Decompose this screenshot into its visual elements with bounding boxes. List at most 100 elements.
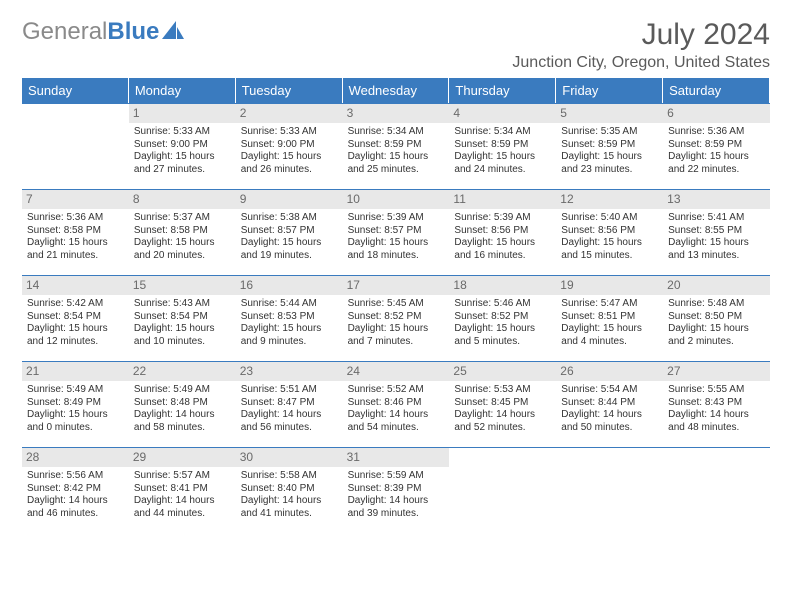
day-number: 7 (22, 190, 129, 209)
calendar-cell-8: 8Sunrise: 5:37 AMSunset: 8:58 PMDaylight… (129, 189, 236, 275)
calendar-cell-empty (556, 447, 663, 533)
day-number: 24 (343, 362, 450, 381)
day-number: 17 (343, 276, 450, 295)
day-info: Sunrise: 5:54 AMSunset: 8:44 PMDaylight:… (560, 384, 659, 434)
day-info: Sunrise: 5:57 AMSunset: 8:41 PMDaylight:… (133, 470, 232, 520)
day-number: 9 (236, 190, 343, 209)
day-number: 14 (22, 276, 129, 295)
day-number: 25 (449, 362, 556, 381)
day-info: Sunrise: 5:53 AMSunset: 8:45 PMDaylight:… (453, 384, 552, 434)
calendar-cell-23: 23 Sunrise: 5:51 AMSunset: 8:47 PMDayligh… (236, 361, 343, 447)
day-info: Sunrise: 5:59 AMSunset: 8:39 PMDaylight:… (347, 470, 446, 520)
calendar-cell-21: 21 Sunrise: 5:49 AMSunset: 8:49 PMDayligh… (22, 361, 129, 447)
day-number: 20 (663, 276, 770, 295)
day-number: 1 (129, 104, 236, 123)
day-info: Sunrise: 5:45 AMSunset: 8:52 PMDaylight:… (347, 298, 446, 348)
day-header-monday: Monday (129, 78, 236, 103)
calendar-cell-25: 25 Sunrise: 5:53 AMSunset: 8:45 PMDayligh… (449, 361, 556, 447)
day-info: Sunrise: 5:44 AMSunset: 8:53 PMDaylight:… (240, 298, 339, 348)
calendar-cell-19: 19 Sunrise: 5:47 AMSunset: 8:51 PMDayligh… (556, 275, 663, 361)
calendar-cell-17: 17 Sunrise: 5:45 AMSunset: 8:52 PMDayligh… (343, 275, 450, 361)
day-info: Sunrise: 5:37 AMSunset: 8:58 PMDaylight:… (133, 212, 232, 262)
day-number: 23 (236, 362, 343, 381)
day-info: Sunrise: 5:34 AMSunset: 8:59 PMDaylight:… (347, 126, 446, 176)
day-header-tuesday: Tuesday (236, 78, 343, 103)
calendar-cell-4: 4 Sunrise: 5:34 AMSunset: 8:59 PMDaylight… (449, 103, 556, 189)
day-info: Sunrise: 5:55 AMSunset: 8:43 PMDaylight:… (667, 384, 766, 434)
calendar-cell-6: 6 Sunrise: 5:36 AMSunset: 8:59 PMDaylight… (663, 103, 770, 189)
calendar-cell-9: 9 Sunrise: 5:38 AMSunset: 8:57 PMDaylight… (236, 189, 343, 275)
title-block: July 2024 Junction City, Oregon, United … (512, 18, 770, 72)
day-number: 4 (449, 104, 556, 123)
calendar-cell-22: 22Sunrise: 5:49 AMSunset: 8:48 PMDayligh… (129, 361, 236, 447)
day-info: Sunrise: 5:34 AMSunset: 8:59 PMDaylight:… (453, 126, 552, 176)
day-info: Sunrise: 5:51 AMSunset: 8:47 PMDaylight:… (240, 384, 339, 434)
day-number: 21 (22, 362, 129, 381)
day-number: 6 (663, 104, 770, 123)
calendar-cell-16: 16 Sunrise: 5:44 AMSunset: 8:53 PMDayligh… (236, 275, 343, 361)
day-info: Sunrise: 5:52 AMSunset: 8:46 PMDaylight:… (347, 384, 446, 434)
calendar-cell-12: 12Sunrise: 5:40 AMSunset: 8:56 PMDayligh… (556, 189, 663, 275)
day-info: Sunrise: 5:36 AMSunset: 8:59 PMDaylight:… (667, 126, 766, 176)
calendar-cell-18: 18 Sunrise: 5:46 AMSunset: 8:52 PMDayligh… (449, 275, 556, 361)
logo-text-1: General (22, 18, 107, 46)
day-info: Sunrise: 5:42 AMSunset: 8:54 PMDaylight:… (26, 298, 125, 348)
day-info: Sunrise: 5:46 AMSunset: 8:52 PMDaylight:… (453, 298, 552, 348)
day-info: Sunrise: 5:39 AMSunset: 8:56 PMDaylight:… (453, 212, 552, 262)
location: Junction City, Oregon, United States (512, 54, 770, 72)
calendar-cell-empty (663, 447, 770, 533)
day-number: 11 (449, 190, 556, 209)
calendar-grid: SundayMondayTuesdayWednesdayThursdayFrid… (22, 78, 770, 533)
day-header-wednesday: Wednesday (343, 78, 450, 103)
calendar-cell-30: 30 Sunrise: 5:58 AMSunset: 8:40 PMDayligh… (236, 447, 343, 533)
day-number: 13 (663, 190, 770, 209)
day-number: 18 (449, 276, 556, 295)
calendar-cell-5: 5Sunrise: 5:35 AMSunset: 8:59 PMDaylight… (556, 103, 663, 189)
day-header-thursday: Thursday (449, 78, 556, 103)
day-info: Sunrise: 5:33 AMSunset: 9:00 PMDaylight:… (240, 126, 339, 176)
day-header-saturday: Saturday (663, 78, 770, 103)
day-number: 19 (556, 276, 663, 295)
calendar-cell-24: 24 Sunrise: 5:52 AMSunset: 8:46 PMDayligh… (343, 361, 450, 447)
day-number: 22 (129, 362, 236, 381)
calendar-cell-1: 1 Sunrise: 5:33 AMSunset: 9:00 PMDaylight… (129, 103, 236, 189)
calendar-cell-26: 26 Sunrise: 5:54 AMSunset: 8:44 PMDayligh… (556, 361, 663, 447)
day-info: Sunrise: 5:47 AMSunset: 8:51 PMDaylight:… (560, 298, 659, 348)
calendar-cell-empty (449, 447, 556, 533)
logo: GeneralBlue (22, 18, 184, 46)
logo-text-2: Blue (107, 18, 159, 46)
day-number: 5 (556, 104, 663, 123)
day-number: 28 (22, 448, 129, 467)
day-number: 10 (343, 190, 450, 209)
month-title: July 2024 (512, 18, 770, 52)
day-number: 30 (236, 448, 343, 467)
calendar-cell-empty (22, 103, 129, 189)
calendar-cell-7: 7 Sunrise: 5:36 AMSunset: 8:58 PMDaylight… (22, 189, 129, 275)
day-info: Sunrise: 5:41 AMSunset: 8:55 PMDaylight:… (667, 212, 766, 262)
day-number: 16 (236, 276, 343, 295)
day-header-friday: Friday (556, 78, 663, 103)
calendar-cell-15: 15Sunrise: 5:43 AMSunset: 8:54 PMDayligh… (129, 275, 236, 361)
day-info: Sunrise: 5:48 AMSunset: 8:50 PMDaylight:… (667, 298, 766, 348)
day-info: Sunrise: 5:56 AMSunset: 8:42 PMDaylight:… (26, 470, 125, 520)
calendar-cell-13: 13 Sunrise: 5:41 AMSunset: 8:55 PMDayligh… (663, 189, 770, 275)
day-info: Sunrise: 5:58 AMSunset: 8:40 PMDaylight:… (240, 470, 339, 520)
day-info: Sunrise: 5:38 AMSunset: 8:57 PMDaylight:… (240, 212, 339, 262)
day-header-sunday: Sunday (22, 78, 129, 103)
day-info: Sunrise: 5:49 AMSunset: 8:49 PMDaylight:… (26, 384, 125, 434)
calendar-cell-2: 2 Sunrise: 5:33 AMSunset: 9:00 PMDaylight… (236, 103, 343, 189)
day-info: Sunrise: 5:36 AMSunset: 8:58 PMDaylight:… (26, 212, 125, 262)
day-number: 29 (129, 448, 236, 467)
calendar-cell-27: 27 Sunrise: 5:55 AMSunset: 8:43 PMDayligh… (663, 361, 770, 447)
day-number: 26 (556, 362, 663, 381)
calendar-cell-20: 20 Sunrise: 5:48 AMSunset: 8:50 PMDayligh… (663, 275, 770, 361)
day-number: 3 (343, 104, 450, 123)
header: GeneralBlue July 2024 Junction City, Ore… (22, 18, 770, 72)
calendar-cell-10: 10Sunrise: 5:39 AMSunset: 8:57 PMDayligh… (343, 189, 450, 275)
calendar-cell-11: 11 Sunrise: 5:39 AMSunset: 8:56 PMDayligh… (449, 189, 556, 275)
day-number: 27 (663, 362, 770, 381)
day-number: 15 (129, 276, 236, 295)
calendar-cell-29: 29 Sunrise: 5:57 AMSunset: 8:41 PMDayligh… (129, 447, 236, 533)
day-info: Sunrise: 5:33 AMSunset: 9:00 PMDaylight:… (133, 126, 232, 176)
day-number: 2 (236, 104, 343, 123)
